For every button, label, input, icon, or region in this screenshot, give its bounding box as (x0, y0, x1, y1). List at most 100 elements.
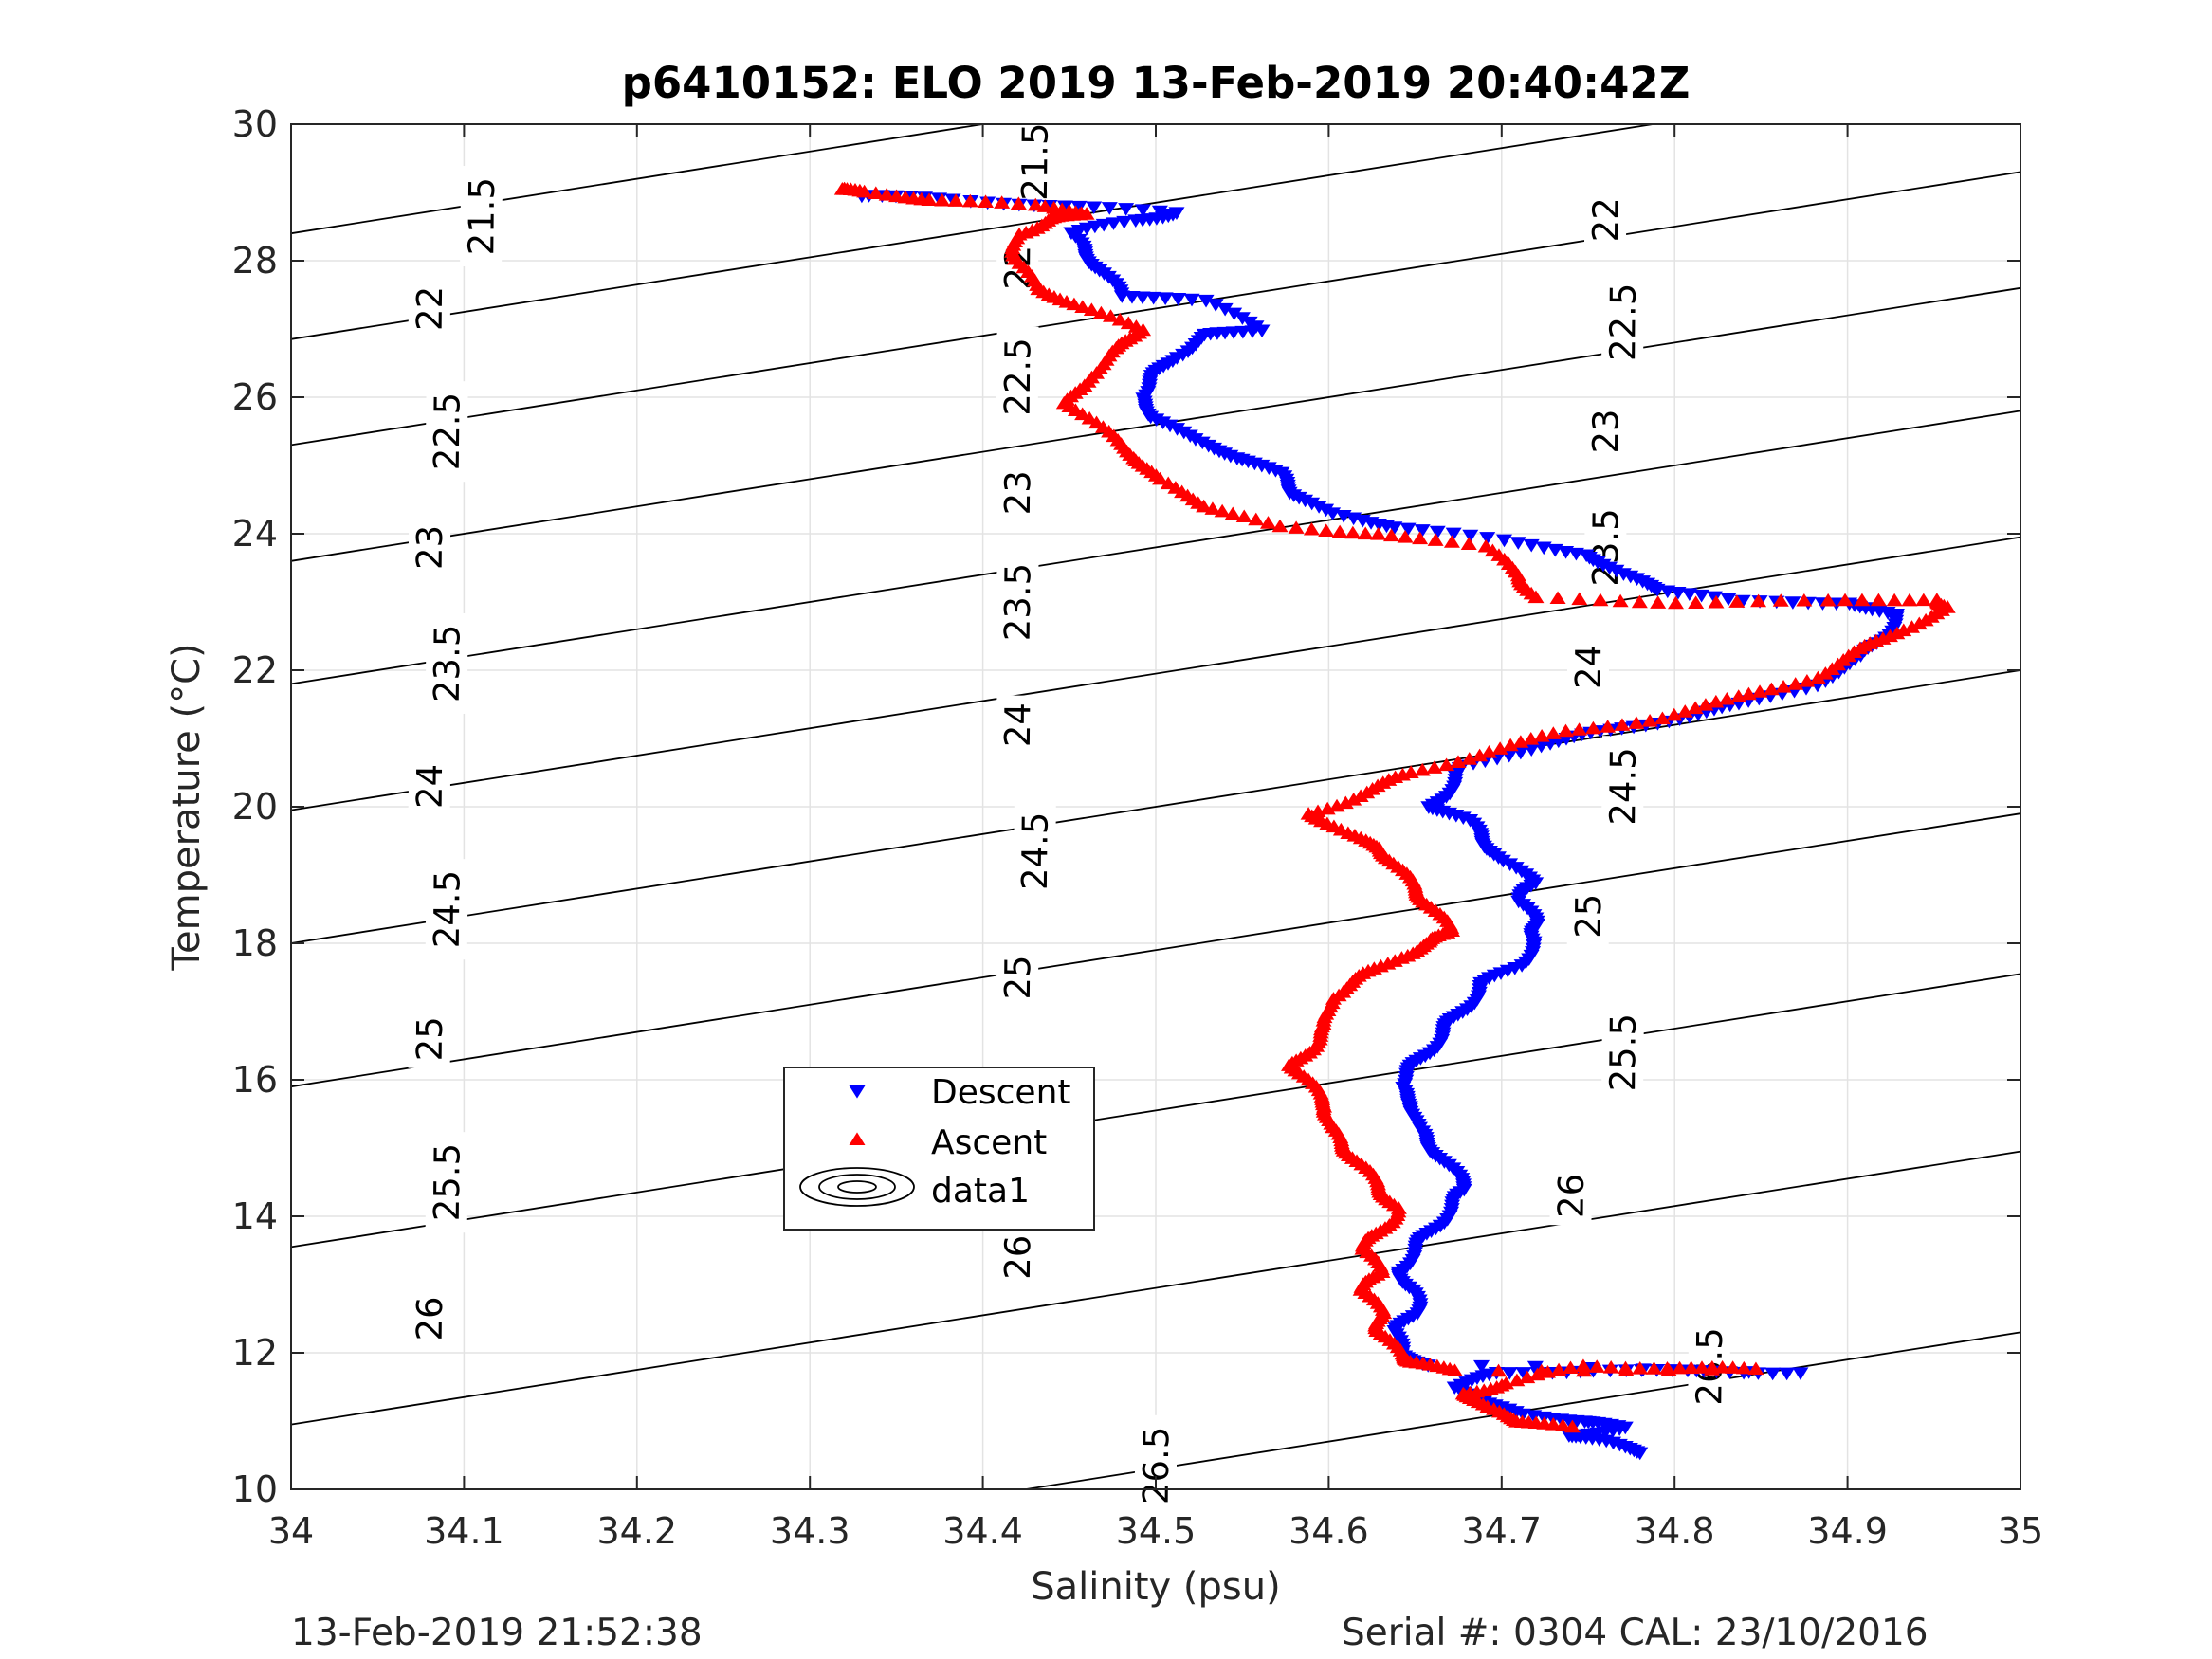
contour-line-25 (290, 812, 2021, 1088)
y-tick-label: 28 (232, 240, 278, 282)
legend-descent-marker (849, 1085, 866, 1099)
ascent-point (1545, 726, 1562, 739)
density-contours (290, 123, 2021, 1490)
ascent-point (1915, 592, 1932, 607)
contour-label-group: 25.5 (1600, 1001, 1645, 1103)
x-tick-label: 34.2 (596, 1510, 677, 1552)
descent-point (1659, 585, 1676, 599)
legend-label-data1: data1 (931, 1172, 1030, 1211)
descent-point (1523, 538, 1540, 553)
contour-label-group: 23 (1583, 401, 1627, 462)
descent-point (1784, 596, 1801, 610)
x-tick-label: 34 (268, 1510, 314, 1552)
ascent-point (1901, 592, 1918, 607)
x-ticks: 34 34.1 34.2 34.3 34.4 34.5 34.6 34.7 34.8 34.9 35 (268, 124, 2043, 1552)
ascent-point (1683, 1360, 1700, 1375)
contour-label-bg (460, 165, 503, 267)
descent-point (1234, 312, 1251, 325)
contour-label-bg (1013, 800, 1056, 902)
descent-point (1134, 204, 1151, 217)
footer-timestamp: 13-Feb-2019 21:52:38 (291, 1612, 703, 1654)
descent-point (1101, 202, 1118, 215)
contour-label: 24 (410, 764, 450, 810)
ascent-point (1472, 748, 1489, 762)
ascent-point (1718, 691, 1735, 705)
ascent-point (1160, 476, 1177, 490)
ascent-point (1676, 704, 1693, 718)
contour-label-group: 26 (996, 1227, 1039, 1287)
ascent-point (1772, 593, 1789, 607)
ascent-point (1910, 616, 1928, 630)
ascent-point (1288, 520, 1305, 534)
contour-label-group: 26.5 (1134, 1414, 1178, 1517)
contour-label: 24.5 (1015, 811, 1056, 890)
ascent-point (836, 181, 853, 195)
ascent-point (1412, 531, 1429, 545)
ascent-point (1600, 720, 1617, 733)
ascent-point (1895, 623, 1912, 637)
descent-point (1354, 514, 1371, 528)
descent-point (1414, 524, 1431, 538)
contour-label-group: 22.5 (1600, 271, 1645, 374)
ascent-point (1337, 795, 1354, 810)
contour-label-bg (408, 518, 451, 577)
descent-point (1693, 589, 1710, 603)
x-tick-label: 34.9 (1807, 1510, 1888, 1552)
contour-line-26 (290, 1150, 2021, 1426)
ascent-point (1550, 1362, 1567, 1376)
contour-label-group: 21.5 (460, 165, 503, 267)
contour-label: 25.5 (1602, 1013, 1644, 1092)
descent-point (1526, 1360, 1544, 1375)
ascent-point (1135, 322, 1152, 337)
descent-point (1526, 1410, 1543, 1423)
ascent-point (1111, 312, 1128, 326)
contour-label: 24 (1568, 645, 1609, 690)
ascent-point (1837, 592, 1854, 607)
descent-point (1216, 302, 1234, 317)
contour-label-bg (1600, 736, 1645, 837)
ascent-point (1443, 535, 1460, 548)
contour-label-group: 25 (408, 1009, 451, 1069)
descent-point (1345, 512, 1362, 526)
descent-point (1168, 207, 1185, 220)
descent-point (1473, 1359, 1490, 1374)
contour-label-bg (425, 612, 468, 715)
descent-point (1145, 291, 1162, 305)
contour-label: 24 (997, 702, 1038, 748)
contour-line-24 (290, 536, 2021, 811)
contour-label-bg (1013, 111, 1056, 212)
descent-point (1106, 217, 1123, 230)
ascent-point (1081, 410, 1098, 425)
y-tick-label: 18 (232, 922, 278, 964)
descent-point (1241, 316, 1258, 330)
ascent-point (1010, 196, 1027, 210)
descent-point (1170, 292, 1187, 306)
contour-label-group: 26 (1549, 1166, 1593, 1226)
ascent-point (1751, 684, 1768, 698)
contour-label: 26 (997, 1234, 1038, 1280)
contour-label-bg (996, 551, 1039, 653)
descent-point (1792, 1367, 1809, 1381)
ascent-point (978, 194, 995, 208)
ascent-point (1557, 723, 1574, 738)
series-ascent (833, 181, 1956, 1433)
contour-label-bg (1566, 637, 1610, 697)
contour-label: 23.5 (427, 624, 468, 702)
ascent-point (1484, 543, 1501, 557)
ascent-point (1414, 762, 1431, 776)
descent-point (1578, 549, 1595, 563)
ascent-point (1533, 1363, 1550, 1377)
ascent-point (1271, 519, 1289, 533)
ascent-point (1340, 826, 1357, 840)
contour-label: 22 (1585, 197, 1626, 243)
x-tick-label: 34.1 (424, 1510, 504, 1552)
ascent-point (1796, 592, 1813, 607)
descent-point (1515, 1367, 1532, 1380)
ascent-point (1650, 595, 1667, 609)
ascent-point (934, 192, 951, 207)
x-tick-label: 34.8 (1635, 1510, 1715, 1552)
contour-label-bg (425, 858, 468, 960)
ascent-point (1461, 752, 1478, 765)
contour-label: 21.5 (1015, 122, 1056, 201)
ascent-point (1502, 738, 1519, 752)
